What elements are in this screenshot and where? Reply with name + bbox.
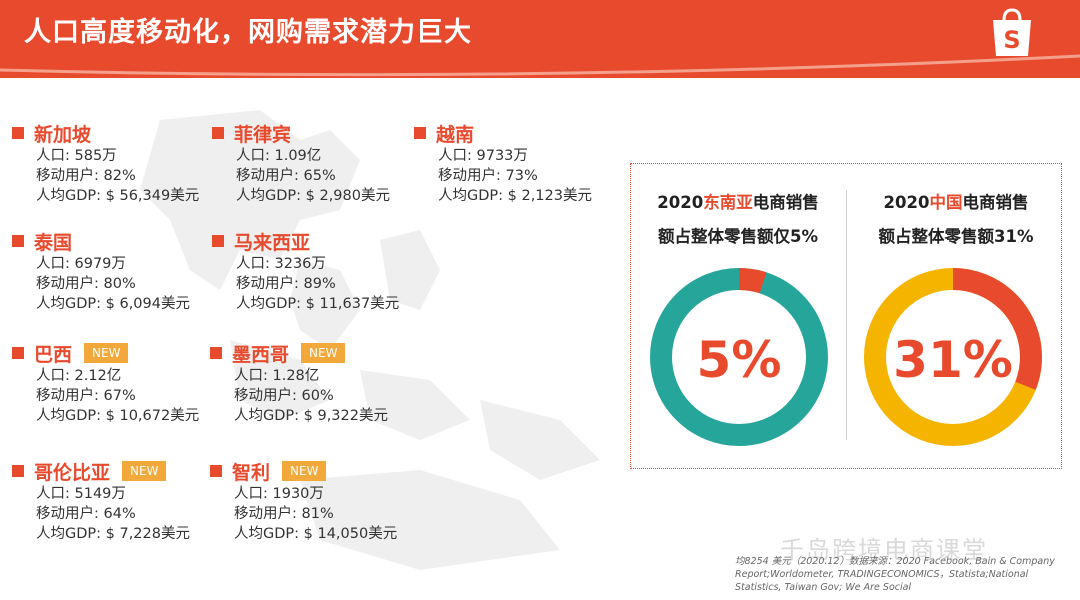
country-name: 巴西 [34,343,73,366]
country-block-colombia: 哥伦比亚 NEW 人口: 5149万 移动用户: 64% 人均GDP: $ 7,2… [12,458,212,544]
country-block-chile: 智利 NEW 人口: 1930万 移动用户: 81% 人均GDP: $ 14,05… [210,458,410,544]
population-text: 人口: 3236万 [236,256,326,272]
china-panel-title: 2020中国电商销售 额占整体零售额31% [856,186,1056,254]
logo-letter: S [1003,26,1020,54]
country-block-vietnam: 越南 人口: 9733万 移动用户: 73% 人均GDP: $ 2,123美元 [414,120,614,206]
bullet-square [212,235,224,247]
bullet-square [212,127,224,139]
page-title: 人口高度移动化，网购需求潜力巨大 [24,17,472,48]
population-text: 人口: 1930万 [234,486,324,502]
population-text: 人口: 585万 [36,148,117,164]
country-name: 泰国 [34,231,73,254]
bullet-square [12,235,24,247]
donut-value-label: 5% [697,331,782,389]
country-name: 越南 [436,123,475,146]
donut-share-arc [864,268,1042,446]
mobile-users-text: 移动用户: 60% [234,388,334,404]
donut-value-label: 31% [893,331,1013,389]
country-block-brazil: 巴西 NEW 人口: 2.12亿 移动用户: 67% 人均GDP: $ 10,67… [12,340,212,426]
header-curve [0,50,1080,77]
country-name: 哥伦比亚 [34,461,111,484]
mobile-users-text: 移动用户: 64% [36,506,136,522]
country-block-malaysia: 马来西亚 人口: 3236万 移动用户: 89% 人均GDP: $ 11,637… [212,228,412,314]
title-year: 2020 [883,193,930,212]
country-block-thailand: 泰国 人口: 6979万 移动用户: 80% 人均GDP: $ 6,094美元 [12,228,212,314]
gdp-text: 人均GDP: $ 10,672美元 [36,408,200,424]
bullet-square [414,127,426,139]
title-line2: 额占整体零售额31% [878,227,1034,246]
watermark-text: 千岛跨境电商课堂 [780,536,988,564]
gdp-text: 人均GDP: $ 14,050美元 [234,526,398,542]
title-line2: 额占整体零售额仅5% [657,227,818,246]
population-text: 人口: 2.12亿 [36,368,122,384]
title-highlight: 中国 [929,193,963,212]
gdp-text: 人均GDP: $ 56,349美元 [36,188,200,204]
title-rest: 电商销售 [752,193,819,212]
gdp-text: 人均GDP: $ 2,123美元 [438,188,592,204]
population-text: 人口: 9733万 [438,148,528,164]
country-name: 马来西亚 [234,231,311,254]
map-background [140,110,600,570]
new-badge: NEW [84,343,129,363]
new-badge: NEW [282,461,327,481]
shopping-bag-logo-icon: S [993,8,1031,56]
sea-share-donut: 5% [650,268,828,446]
ecommerce-share-panel [630,163,1062,469]
gdp-text: 人均GDP: $ 7,228美元 [36,526,190,542]
mobile-users-text: 移动用户: 73% [438,168,538,184]
gdp-text: 人均GDP: $ 9,322美元 [234,408,388,424]
mobile-users-text: 移动用户: 81% [234,506,334,522]
gdp-text: 人均GDP: $ 6,094美元 [36,296,190,312]
bullet-square [12,465,24,477]
sea-panel-title: 2020东南亚电商销售 额占整体零售额仅5% [638,186,838,254]
data-source-note: 均8254 美元（2020.12）数据来源：2020 Facebook, Bai… [735,556,1055,593]
country-name: 智利 [232,461,271,484]
mobile-users-text: 移动用户: 65% [236,168,336,184]
population-text: 人口: 1.28亿 [234,368,320,384]
country-block-mexico: 墨西哥 NEW 人口: 1.28亿 移动用户: 60% 人均GDP: $ 9,32… [210,340,410,426]
bullet-square [210,347,222,359]
title-highlight: 东南亚 [703,193,753,212]
mobile-users-text: 移动用户: 67% [36,388,136,404]
new-badge: NEW [122,461,167,481]
country-name: 墨西哥 [232,343,290,366]
country-block-singapore: 新加坡 人口: 585万 移动用户: 82% 人均GDP: $ 56,349美元 [12,120,212,206]
country-name: 新加坡 [34,123,92,146]
title-rest: 电商销售 [962,193,1029,212]
bullet-square [12,347,24,359]
panel-divider [846,190,847,440]
gdp-text: 人均GDP: $ 2,980美元 [236,188,390,204]
country-name: 菲律宾 [234,123,292,146]
title-year: 2020 [657,193,704,212]
new-badge: NEW [301,343,346,363]
country-block-philippines: 菲律宾 人口: 1.09亿 移动用户: 65% 人均GDP: $ 2,980美元 [212,120,412,206]
population-text: 人口: 5149万 [36,486,126,502]
bullet-square [210,465,222,477]
mobile-users-text: 移动用户: 80% [36,276,136,292]
population-text: 人口: 6979万 [36,256,126,272]
mobile-users-text: 移动用户: 82% [36,168,136,184]
gdp-text: 人均GDP: $ 11,637美元 [236,296,400,312]
china-share-donut: 31% [864,268,1042,446]
bullet-square [12,127,24,139]
population-text: 人口: 1.09亿 [236,148,322,164]
donut-share-arc [650,268,828,446]
mobile-users-text: 移动用户: 89% [236,276,336,292]
